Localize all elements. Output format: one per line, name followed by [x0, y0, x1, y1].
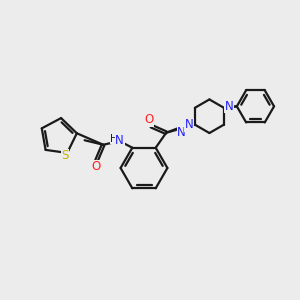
Text: N: N — [185, 118, 194, 131]
Text: O: O — [144, 113, 153, 126]
Text: N: N — [115, 134, 124, 147]
Text: S: S — [61, 149, 68, 162]
Text: O: O — [91, 160, 100, 173]
Text: N: N — [177, 126, 186, 139]
Text: N: N — [225, 100, 234, 113]
Text: H: H — [110, 134, 118, 144]
